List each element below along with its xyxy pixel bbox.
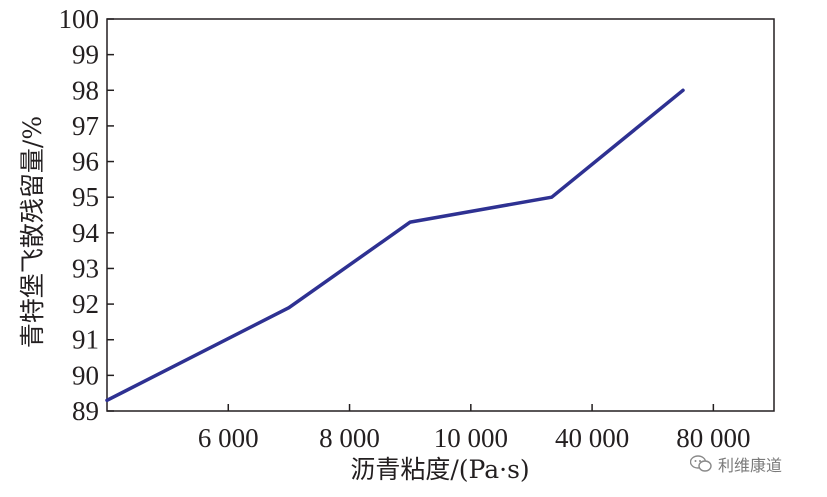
y-tick-label: 96 (72, 147, 99, 177)
x-tick-label: 6 000 (198, 423, 259, 453)
y-tick-label: 99 (72, 40, 99, 70)
data-point (287, 306, 291, 310)
x-tick-label: 10 000 (434, 423, 508, 453)
y-tick-label: 97 (72, 111, 99, 141)
wechat-icon (690, 455, 712, 472)
y-tick-label: 90 (72, 360, 99, 390)
y-tick-label: 89 (72, 396, 99, 426)
x-axis-title: 沥青粘度/(Pa·s) (350, 455, 529, 484)
y-tick-label: 98 (72, 75, 99, 105)
y-axis-ticks: 89 90 91 92 93 94 95 96 97 98 99 100 (59, 4, 114, 426)
series-layer (105, 88, 685, 403)
y-tick-label: 94 (72, 218, 100, 248)
x-axis-ticks: 6 000 8 000 10 000 40 000 80 000 (198, 404, 750, 453)
data-point (550, 195, 554, 199)
y-tick-label: 91 (72, 325, 99, 355)
y-tick-label: 92 (72, 289, 99, 319)
y-tick-label: 95 (72, 182, 99, 212)
data-point (681, 88, 685, 92)
y-axis-title: 青特堡飞散残留量/% (18, 116, 47, 348)
data-point (408, 220, 412, 224)
x-tick-label: 8 000 (319, 423, 380, 453)
y-tick-label: 93 (72, 253, 99, 283)
x-tick-label: 80 000 (676, 423, 750, 453)
series-line (105, 88, 685, 403)
watermark: 利维康道 (690, 452, 782, 476)
data-point (105, 398, 109, 402)
plot-frame (106, 18, 775, 412)
watermark-text: 利维康道 (718, 456, 783, 475)
x-tick-label: 40 000 (555, 423, 629, 453)
y-tick-label: 100 (59, 4, 100, 34)
